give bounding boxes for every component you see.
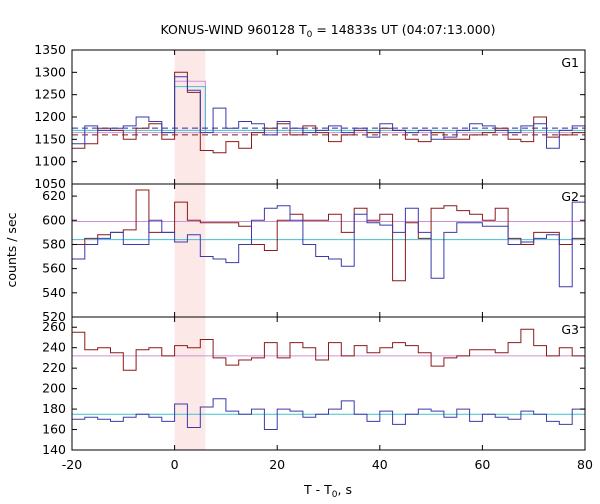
g3-panel-frame <box>71 316 586 451</box>
g1-y-tick-label: 1250 <box>34 87 66 102</box>
x-tick-label: 0 <box>171 457 179 472</box>
x-tick-label: 80 <box>577 457 593 472</box>
g2-y-tick-label: 600 <box>42 212 66 227</box>
g1-y-tick-label: 1150 <box>34 131 66 146</box>
g3-y-tick-label: 220 <box>42 360 66 375</box>
g3-red-series <box>72 328 585 371</box>
g2-panel-label: G2 <box>561 189 579 204</box>
g3-blue-series <box>72 398 585 430</box>
g2-blue-series <box>72 201 585 288</box>
g3-y-tick-label: 180 <box>42 401 66 416</box>
x-tick-label: 60 <box>474 457 490 472</box>
y-axis-label: counts / sec <box>4 212 19 287</box>
x-tick-label: 40 <box>372 457 388 472</box>
g3-panel-label: G3 <box>561 322 579 337</box>
x-axis-label: T - T0, s <box>303 482 352 500</box>
g2-y-tick-label: 580 <box>42 236 66 251</box>
g2-y-tick-label: 520 <box>42 309 66 324</box>
g2-red-series <box>72 189 585 282</box>
plot-area: 1050 1100 1150 1200 1250 1300 1350 G1 520 540 560 5… <box>34 42 593 472</box>
g1-red-series <box>72 71 585 154</box>
g3-y-tick-label: 200 <box>42 381 66 396</box>
g3-y-tick-label: 160 <box>42 422 66 437</box>
chart-title: KONUS-WIND 960128 T0 = 14833s UT (04:07:… <box>160 22 495 40</box>
g1-y-tick-label: 1200 <box>34 109 66 124</box>
g3-y-tick-label: 240 <box>42 340 66 355</box>
g1-blue-series <box>72 76 585 149</box>
g1-y-tick-label: 1300 <box>34 64 66 79</box>
g2-y-tick-label: 540 <box>42 285 66 300</box>
g2-y-tick-label: 560 <box>42 261 66 276</box>
x-tick-label: -20 <box>62 457 82 472</box>
x-tick-label: 20 <box>269 457 285 472</box>
g3-y-tick-label: 140 <box>42 442 66 457</box>
g1-panel-label: G1 <box>561 55 579 70</box>
g1-y-tick-label: 1050 <box>34 176 66 191</box>
g1-y-tick-label: 1100 <box>34 154 66 169</box>
g3-y-tick-label: 260 <box>42 319 66 334</box>
g1-y-tick-label: 1350 <box>34 42 66 57</box>
g2-y-tick-label: 620 <box>42 188 66 203</box>
